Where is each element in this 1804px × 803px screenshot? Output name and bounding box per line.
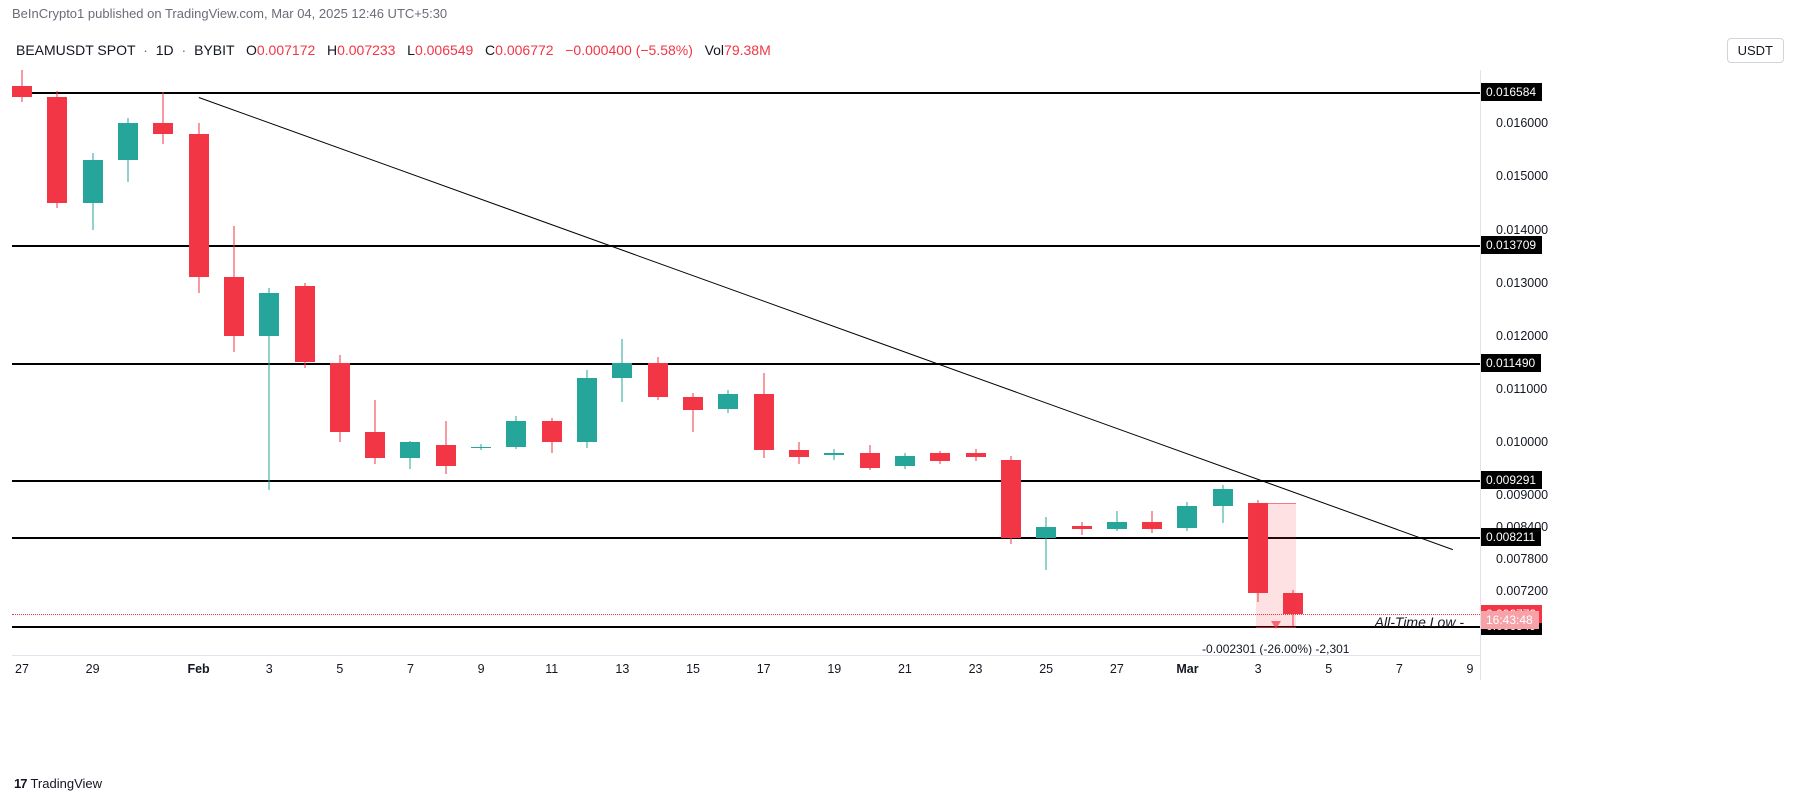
x-tick-label: 11 (545, 662, 558, 676)
candle[interactable] (1138, 70, 1166, 655)
y-tick-label: 0.011000 (1496, 382, 1547, 396)
l-label: L (407, 42, 415, 58)
time-axis[interactable]: 27 29 Feb 3 5 7 9 11 13 15 17 19 21 23 25 27 Mar 3 5 7 9 (12, 655, 1480, 684)
candle[interactable] (644, 70, 672, 655)
vol-label: Vol (705, 42, 724, 58)
x-tick-label: 29 (86, 662, 100, 676)
change-val: −0.000400 (−5.58%) (565, 42, 693, 58)
candle[interactable] (396, 70, 424, 655)
horizontal-level-label: 0.016584 (1480, 83, 1542, 101)
candle[interactable] (679, 70, 707, 655)
horizontal-level-label: 0.008211 (1480, 528, 1541, 546)
candle[interactable] (43, 70, 71, 655)
x-tick-label: 5 (1325, 662, 1332, 676)
candle[interactable] (291, 70, 319, 655)
vol-val: 79.38M (724, 42, 771, 58)
candle[interactable] (750, 70, 778, 655)
x-tick-label: 13 (615, 662, 629, 676)
horizontal-level-label: 0.013709 (1480, 236, 1542, 254)
candle[interactable] (785, 70, 813, 655)
candle[interactable] (1068, 70, 1096, 655)
h-val: 0.007233 (337, 42, 395, 58)
candle[interactable] (502, 70, 530, 655)
x-tick-label: 9 (478, 662, 485, 676)
x-tick-label: 9 (1467, 662, 1474, 676)
y-tick-label: 0.007800 (1496, 552, 1548, 566)
candle[interactable] (1103, 70, 1131, 655)
h-label: H (327, 42, 337, 58)
x-tick-label: 27 (1110, 662, 1124, 676)
price-tag: 16:43:48 (1480, 611, 1539, 629)
candle[interactable] (185, 70, 213, 655)
x-tick-label: Mar (1176, 662, 1198, 676)
candle[interactable] (326, 70, 354, 655)
candle[interactable] (538, 70, 566, 655)
y-tick-label: 0.013000 (1496, 276, 1548, 290)
symbol-legend: BEAMUSDT SPOT · 1D · BYBIT O0.007172 H0.… (16, 42, 771, 58)
candle[interactable] (608, 70, 636, 655)
quote-currency-pill[interactable]: USDT (1727, 38, 1784, 63)
chart-plot-area[interactable]: -0.002301 (-26.00%) -2,301 All-Time Low - (12, 70, 1480, 655)
x-tick-label: 21 (898, 662, 912, 676)
measure-label: -0.002301 (-26.00%) -2,301 (1202, 642, 1349, 656)
price-axis[interactable]: 0.016000 0.015000 0.014000 0.013000 0.012000… (1480, 70, 1804, 655)
candle[interactable] (1032, 70, 1060, 655)
y-tick-label: 0.012000 (1496, 329, 1548, 343)
candle[interactable] (432, 70, 460, 655)
logo-text: TradingView (30, 776, 102, 791)
candle[interactable] (79, 70, 107, 655)
candle[interactable] (220, 70, 248, 655)
o-label: O (246, 42, 257, 58)
candle[interactable] (573, 70, 601, 655)
y-tick-label: 0.009000 (1496, 488, 1548, 502)
logo-glyph: 17 (14, 776, 26, 791)
attribution-text: BeInCrypto1 published on TradingView.com… (12, 6, 447, 21)
x-tick-label: Feb (187, 662, 209, 676)
candle[interactable] (856, 70, 884, 655)
candle[interactable] (926, 70, 954, 655)
candle[interactable] (714, 70, 742, 655)
candle[interactable] (1173, 70, 1201, 655)
horizontal-level-label: 0.011490 (1480, 354, 1541, 372)
candle[interactable] (114, 70, 142, 655)
y-tick-label: 0.014000 (1496, 223, 1548, 237)
candle[interactable] (255, 70, 283, 655)
candle[interactable] (467, 70, 495, 655)
chart-container: BeInCrypto1 published on TradingView.com… (0, 0, 1804, 803)
y-tick-label: 0.007200 (1496, 584, 1548, 598)
candle[interactable] (891, 70, 919, 655)
x-tick-label: 3 (1255, 662, 1262, 676)
o-val: 0.007172 (257, 42, 315, 58)
x-tick-label: 25 (1039, 662, 1053, 676)
y-tick-label: 0.015000 (1496, 169, 1548, 183)
candle[interactable] (1209, 70, 1237, 655)
x-tick-label: 5 (336, 662, 343, 676)
x-tick-label: 17 (757, 662, 771, 676)
x-tick-label: 7 (1396, 662, 1403, 676)
tradingview-logo[interactable]: 17 TradingView (14, 776, 102, 791)
candle[interactable] (962, 70, 990, 655)
y-tick-label: 0.016000 (1496, 116, 1548, 130)
c-val: 0.006772 (495, 42, 553, 58)
exchange[interactable]: BYBIT (194, 42, 234, 58)
interval[interactable]: 1D (156, 42, 174, 58)
c-label: C (485, 42, 495, 58)
x-tick-label: 7 (407, 662, 414, 676)
axis-separator (1480, 70, 1481, 680)
symbol[interactable]: BEAMUSDT SPOT (16, 42, 135, 58)
y-tick-label: 0.010000 (1496, 435, 1548, 449)
candle[interactable] (820, 70, 848, 655)
annotation-all-time-low[interactable]: All-Time Low - (1375, 614, 1464, 630)
candle[interactable] (8, 70, 36, 655)
measure-box[interactable] (1256, 503, 1296, 627)
x-tick-label: 15 (686, 662, 700, 676)
l-val: 0.006549 (415, 42, 473, 58)
x-tick-label: 27 (15, 662, 29, 676)
candle[interactable] (997, 70, 1025, 655)
x-tick-label: 3 (266, 662, 273, 676)
candle[interactable] (149, 70, 177, 655)
horizontal-level-label: 0.009291 (1480, 471, 1542, 489)
x-tick-label: 23 (969, 662, 983, 676)
x-tick-label: 19 (827, 662, 841, 676)
